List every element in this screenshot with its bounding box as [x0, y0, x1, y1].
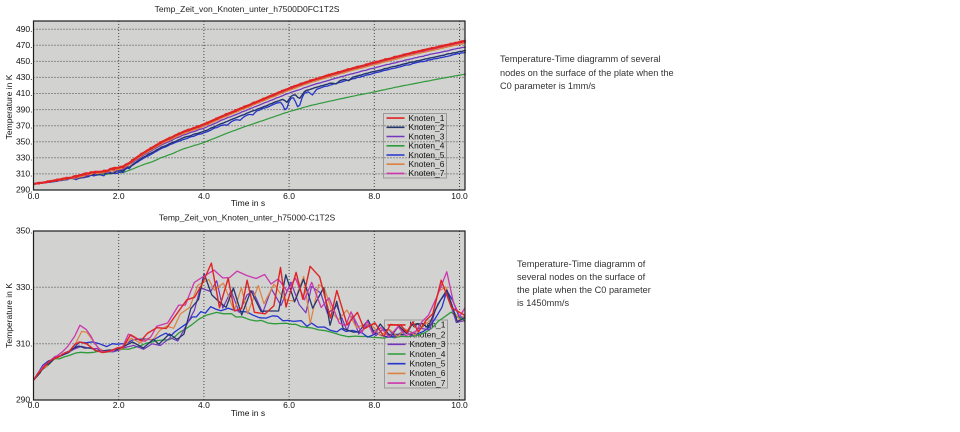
svg-text:Temp_Zeit_von_Knoten_unter_h75: Temp_Zeit_von_Knoten_unter_h7500D0FC1T2S	[155, 4, 340, 14]
svg-text:Temperature in K: Temperature in K	[4, 283, 14, 348]
svg-text:450.: 450.	[16, 56, 33, 66]
svg-text:Knoten_1: Knoten_1	[410, 320, 446, 330]
svg-text:410.: 410.	[16, 88, 33, 98]
svg-text:Temperature in K: Temperature in K	[4, 74, 14, 139]
svg-text:Knoten_5: Knoten_5	[409, 150, 445, 160]
svg-text:330.: 330.	[16, 282, 33, 292]
svg-text:490.: 490.	[16, 24, 33, 34]
svg-text:10.0: 10.0	[451, 191, 468, 201]
svg-text:350.: 350.	[16, 226, 33, 236]
svg-text:6.0: 6.0	[283, 400, 295, 410]
svg-text:Knoten_6: Knoten_6	[409, 159, 445, 169]
svg-text:Knoten_7: Knoten_7	[409, 168, 445, 178]
svg-text:Time in s: Time in s	[231, 198, 265, 208]
svg-text:310.: 310.	[16, 338, 33, 348]
svg-text:310.: 310.	[16, 169, 33, 179]
svg-text:430.: 430.	[16, 72, 33, 82]
svg-text:4.0: 4.0	[198, 191, 210, 201]
svg-text:Knoten_5: Knoten_5	[410, 359, 446, 369]
svg-text:Knoten_2: Knoten_2	[409, 122, 445, 132]
svg-text:Knoten_4: Knoten_4	[410, 349, 446, 359]
svg-text:Knoten_1: Knoten_1	[409, 113, 445, 123]
svg-text:Knoten_3: Knoten_3	[410, 339, 446, 349]
svg-text:2.0: 2.0	[113, 400, 125, 410]
svg-text:Time in s: Time in s	[231, 408, 265, 418]
svg-text:0.0: 0.0	[28, 400, 40, 410]
svg-text:390.: 390.	[16, 104, 33, 114]
svg-text:Temp_Zeit_von_Knoten_unter_h75: Temp_Zeit_von_Knoten_unter_h75000-C1T2S	[159, 213, 336, 223]
svg-text:0.0: 0.0	[28, 191, 40, 201]
svg-text:290.: 290.	[16, 395, 33, 405]
svg-text:4.0: 4.0	[198, 400, 210, 410]
svg-text:370.: 370.	[16, 120, 33, 130]
svg-text:8.0: 8.0	[368, 191, 380, 201]
svg-text:290.: 290.	[16, 185, 33, 195]
svg-text:330.: 330.	[16, 153, 33, 163]
svg-text:350.: 350.	[16, 137, 33, 147]
svg-text:Knoten_6: Knoten_6	[410, 368, 446, 378]
svg-text:Knoten_2: Knoten_2	[410, 329, 446, 339]
svg-text:6.0: 6.0	[283, 191, 295, 201]
svg-text:8.0: 8.0	[368, 400, 380, 410]
svg-text:Knoten_7: Knoten_7	[410, 378, 446, 388]
svg-text:2.0: 2.0	[113, 191, 125, 201]
svg-text:Knoten_4: Knoten_4	[409, 141, 445, 151]
svg-text:470.: 470.	[16, 40, 33, 50]
svg-text:Knoten_3: Knoten_3	[409, 131, 445, 141]
svg-text:10.0: 10.0	[451, 400, 468, 410]
